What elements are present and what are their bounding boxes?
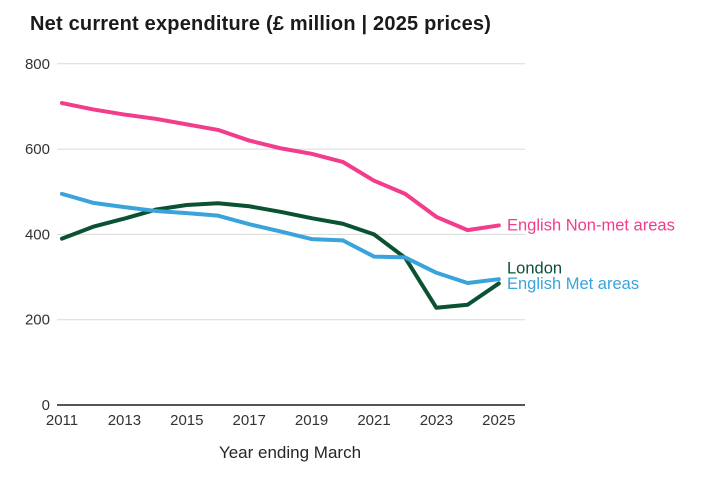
y-tick-label-200: 200 bbox=[25, 312, 50, 329]
series-line-london bbox=[60, 201, 501, 310]
x-tick-label-2015: 2015 bbox=[170, 412, 203, 429]
series-line-english-non-met-areas bbox=[60, 101, 501, 233]
x-tick-label-2021: 2021 bbox=[357, 412, 390, 429]
series-end-label-english-non-met-areas: English Non-met areas bbox=[507, 216, 675, 234]
x-tick-label-2011: 2011 bbox=[46, 412, 78, 429]
series-end-label-english-met-areas: English Met areas bbox=[507, 275, 639, 293]
y-tick-label-0: 0 bbox=[42, 397, 50, 414]
y-tick-label-400: 400 bbox=[25, 226, 50, 243]
x-tick-label-2023: 2023 bbox=[420, 412, 453, 429]
x-tick-label-2019: 2019 bbox=[295, 412, 328, 429]
x-tick-label-2017: 2017 bbox=[233, 412, 266, 429]
series-line-english-met-areas bbox=[60, 191, 501, 286]
y-tick-label-800: 800 bbox=[25, 56, 50, 73]
y-tick-label-600: 600 bbox=[25, 141, 50, 158]
x-tick-label-2013: 2013 bbox=[108, 412, 141, 429]
series-end-label-london: London bbox=[507, 259, 562, 277]
x-tick-label-2025: 2025 bbox=[482, 412, 515, 429]
x-axis-title: Year ending March bbox=[219, 443, 361, 462]
chart-title: Net current expenditure (£ million | 202… bbox=[30, 13, 492, 35]
